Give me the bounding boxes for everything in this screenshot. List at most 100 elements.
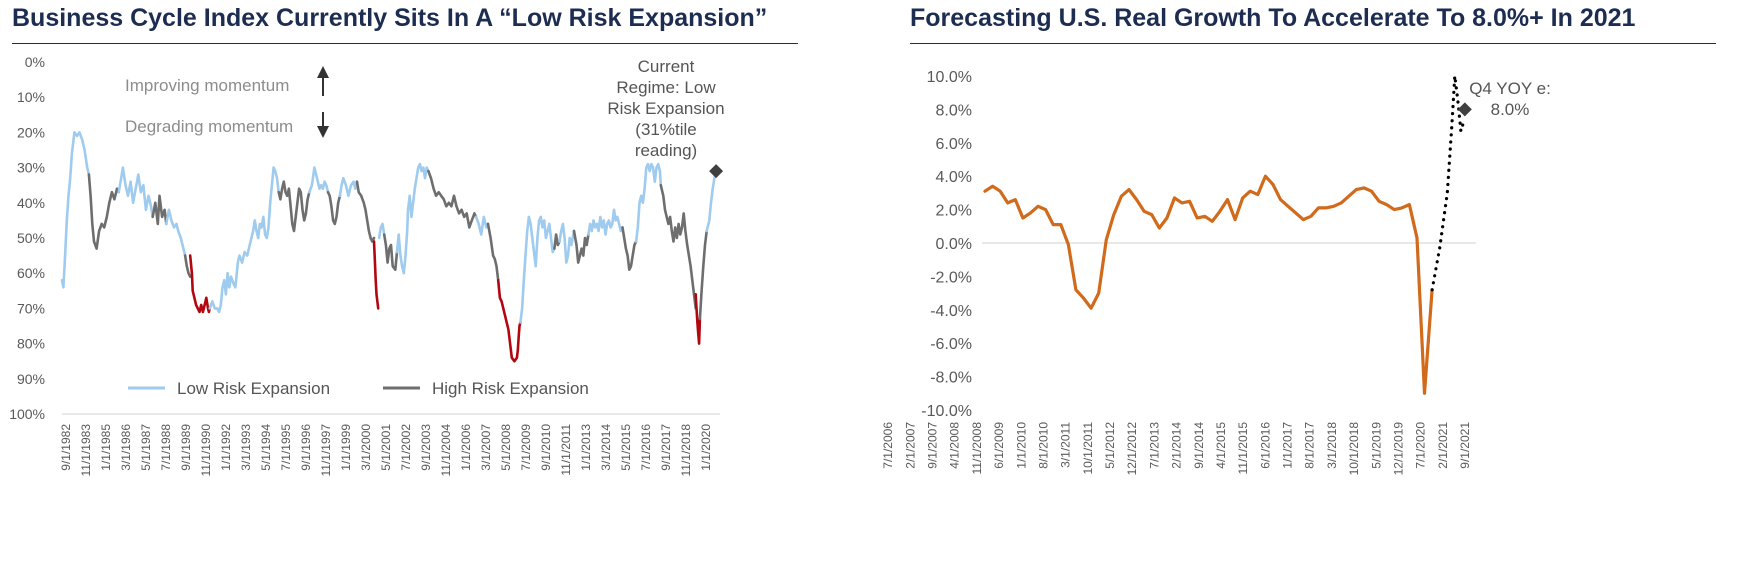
y-tick-label: 90% [17, 371, 45, 387]
y-tick-label: 8.0% [936, 102, 972, 119]
y-tick-label: 70% [17, 300, 45, 316]
q4-forecast-marker [1457, 102, 1472, 117]
x-tick-label: 11/1/1983 [79, 424, 93, 477]
low-risk-series-line [165, 208, 187, 257]
high-risk-series-line [427, 169, 478, 229]
degrading-momentum-label: Degrading momentum [125, 117, 293, 136]
x-tick-label: 8/1/2017 [1303, 422, 1317, 469]
x-tick-label: 9/1/2017 [659, 424, 673, 471]
low-risk-series-line [60, 131, 91, 289]
x-tick-label: 5/1/1994 [259, 424, 273, 471]
y-tick-label: 4.0% [936, 169, 972, 186]
x-tick-label: 7/1/2009 [519, 424, 533, 471]
x-tick-label: 10/1/2018 [1347, 422, 1361, 476]
x-tick-label: 1/1/1999 [339, 424, 353, 471]
y-tick-label: 80% [17, 336, 45, 352]
x-tick-label: 4/1/2008 [948, 422, 962, 469]
real-growth-forecast-line [1430, 74, 1466, 292]
x-tick-label: 4/1/2015 [1214, 422, 1228, 469]
x-tick-label: 11/1/2004 [439, 424, 453, 477]
real-growth-actual-line [983, 174, 1434, 395]
low-risk-series-line [377, 222, 386, 240]
low-risk-series-line [307, 166, 330, 194]
high-risk-series-line [553, 233, 561, 250]
q4-yoy-annotation: Q4 YOY e: [1469, 79, 1551, 98]
real-growth-chart: 10.0% 8.0% 6.0% 4.0% 2.0% 0.0% -2.0% -4.0% -6.0%… [881, 69, 1551, 476]
x-tick-label: 9/1/2010 [539, 424, 553, 471]
business-cycle-panel: Business Cycle Index Currently Sits In A… [0, 0, 880, 565]
x-tick-label: 9/1/1982 [59, 424, 73, 471]
low-risk-series-line [705, 169, 718, 233]
current-regime-annotation: Risk Expansion [607, 99, 724, 118]
x-tick-label: 9/1/2003 [419, 424, 433, 471]
x-tick-label: 9/1/2014 [1192, 422, 1206, 469]
high-risk-series-line [382, 233, 399, 272]
red-risk-series-line [496, 278, 522, 363]
x-tick-label: 10/1/2011 [1081, 422, 1095, 475]
x-tick-label: 11/1/2011 [559, 424, 573, 476]
legend-low-risk-label: Low Risk Expansion [177, 379, 330, 398]
low-risk-series-line [395, 162, 430, 275]
x-tick-label: 7/1/2006 [881, 422, 895, 469]
x-tick-label: 7/1/2020 [1414, 422, 1428, 469]
red-risk-series-line [372, 240, 380, 310]
x-tick-label: 2/1/2021 [1436, 422, 1450, 469]
x-tick-label: 7/1/2002 [399, 424, 413, 471]
high-risk-series-line [698, 229, 709, 321]
current-regime-annotation: Current [638, 57, 695, 76]
x-tick-label: 3/1/2018 [1325, 422, 1339, 469]
x-tick-label: 1/1/2013 [579, 424, 593, 471]
low-risk-series-line [208, 166, 281, 314]
x-tick-label: 2/1/2014 [1170, 422, 1184, 469]
x-tick-label: 9/1/2021 [1458, 422, 1472, 469]
x-tick-label: 7/1/2013 [1147, 422, 1161, 469]
high-risk-series-line [326, 190, 342, 226]
current-regime-annotation: reading) [635, 141, 697, 160]
x-tick-label: 1/1/2020 [699, 424, 713, 471]
high-risk-series-line [486, 222, 500, 282]
high-risk-series-line [659, 183, 698, 310]
low-risk-series-line [338, 176, 359, 198]
x-tick-label: 8/1/2010 [1037, 422, 1051, 469]
x-tick-label: 3/1/1986 [119, 424, 133, 471]
x-tick-label: 9/1/1996 [299, 424, 313, 471]
y-tick-label: -4.0% [930, 303, 972, 320]
x-tick-label: 3/1/2014 [599, 424, 613, 471]
x-tick-label: 5/1/2015 [619, 424, 633, 471]
y-tick-label: 0% [25, 54, 45, 70]
arrow-up-icon [317, 66, 329, 78]
x-tick-label: 11/1/2018 [679, 424, 693, 477]
low-risk-series-line [634, 162, 663, 243]
x-tick-label: 2/1/2007 [903, 422, 917, 469]
y-tick-label: 100% [9, 406, 45, 422]
x-tick-label: 1/1/1992 [219, 424, 233, 471]
y-tick-label: 20% [17, 124, 45, 140]
x-tick-label: 5/1/2019 [1369, 422, 1383, 469]
high-risk-series-line [572, 229, 590, 264]
x-tick-label: 3/1/2007 [479, 424, 493, 471]
x-tick-label: 1/1/2010 [1014, 422, 1028, 469]
x-tick-label: 5/1/2001 [379, 424, 393, 471]
y-tick-label: -6.0% [930, 336, 972, 353]
low-risk-series-line [587, 208, 624, 236]
x-tick-label: 1/1/2017 [1281, 422, 1295, 469]
x-tick-label: 7/1/1988 [159, 424, 173, 471]
x-tick-label: 7/1/1995 [279, 424, 293, 471]
y-tick-label: 2.0% [936, 203, 972, 220]
x-tick-label: 11/1/1990 [199, 424, 213, 477]
x-tick-label: 3/1/2011 [1059, 422, 1073, 468]
current-reading-marker [709, 164, 724, 179]
y-tick-label: 0.0% [936, 236, 972, 253]
x-tick-label: 12/1/2012 [1125, 422, 1139, 476]
low-risk-series-line [474, 215, 490, 236]
x-tick-label: 9/1/1989 [179, 424, 193, 471]
real-growth-title-rule [910, 43, 1716, 44]
x-tick-label: 6/1/2009 [992, 422, 1006, 469]
business-cycle-chart: 0% 10% 20% 30% 40% 50% 60% 70% 80% 90% 100% 9/1/198… [9, 54, 724, 477]
y-tick-label: 6.0% [936, 136, 972, 153]
real-growth-panel: Forecasting U.S. Real Growth To Accelera… [880, 0, 1761, 565]
x-tick-label: 1/1/2006 [459, 424, 473, 471]
high-risk-series-line [277, 180, 311, 233]
x-tick-label: 12/1/2019 [1391, 422, 1405, 476]
arrow-down-icon [317, 126, 329, 138]
